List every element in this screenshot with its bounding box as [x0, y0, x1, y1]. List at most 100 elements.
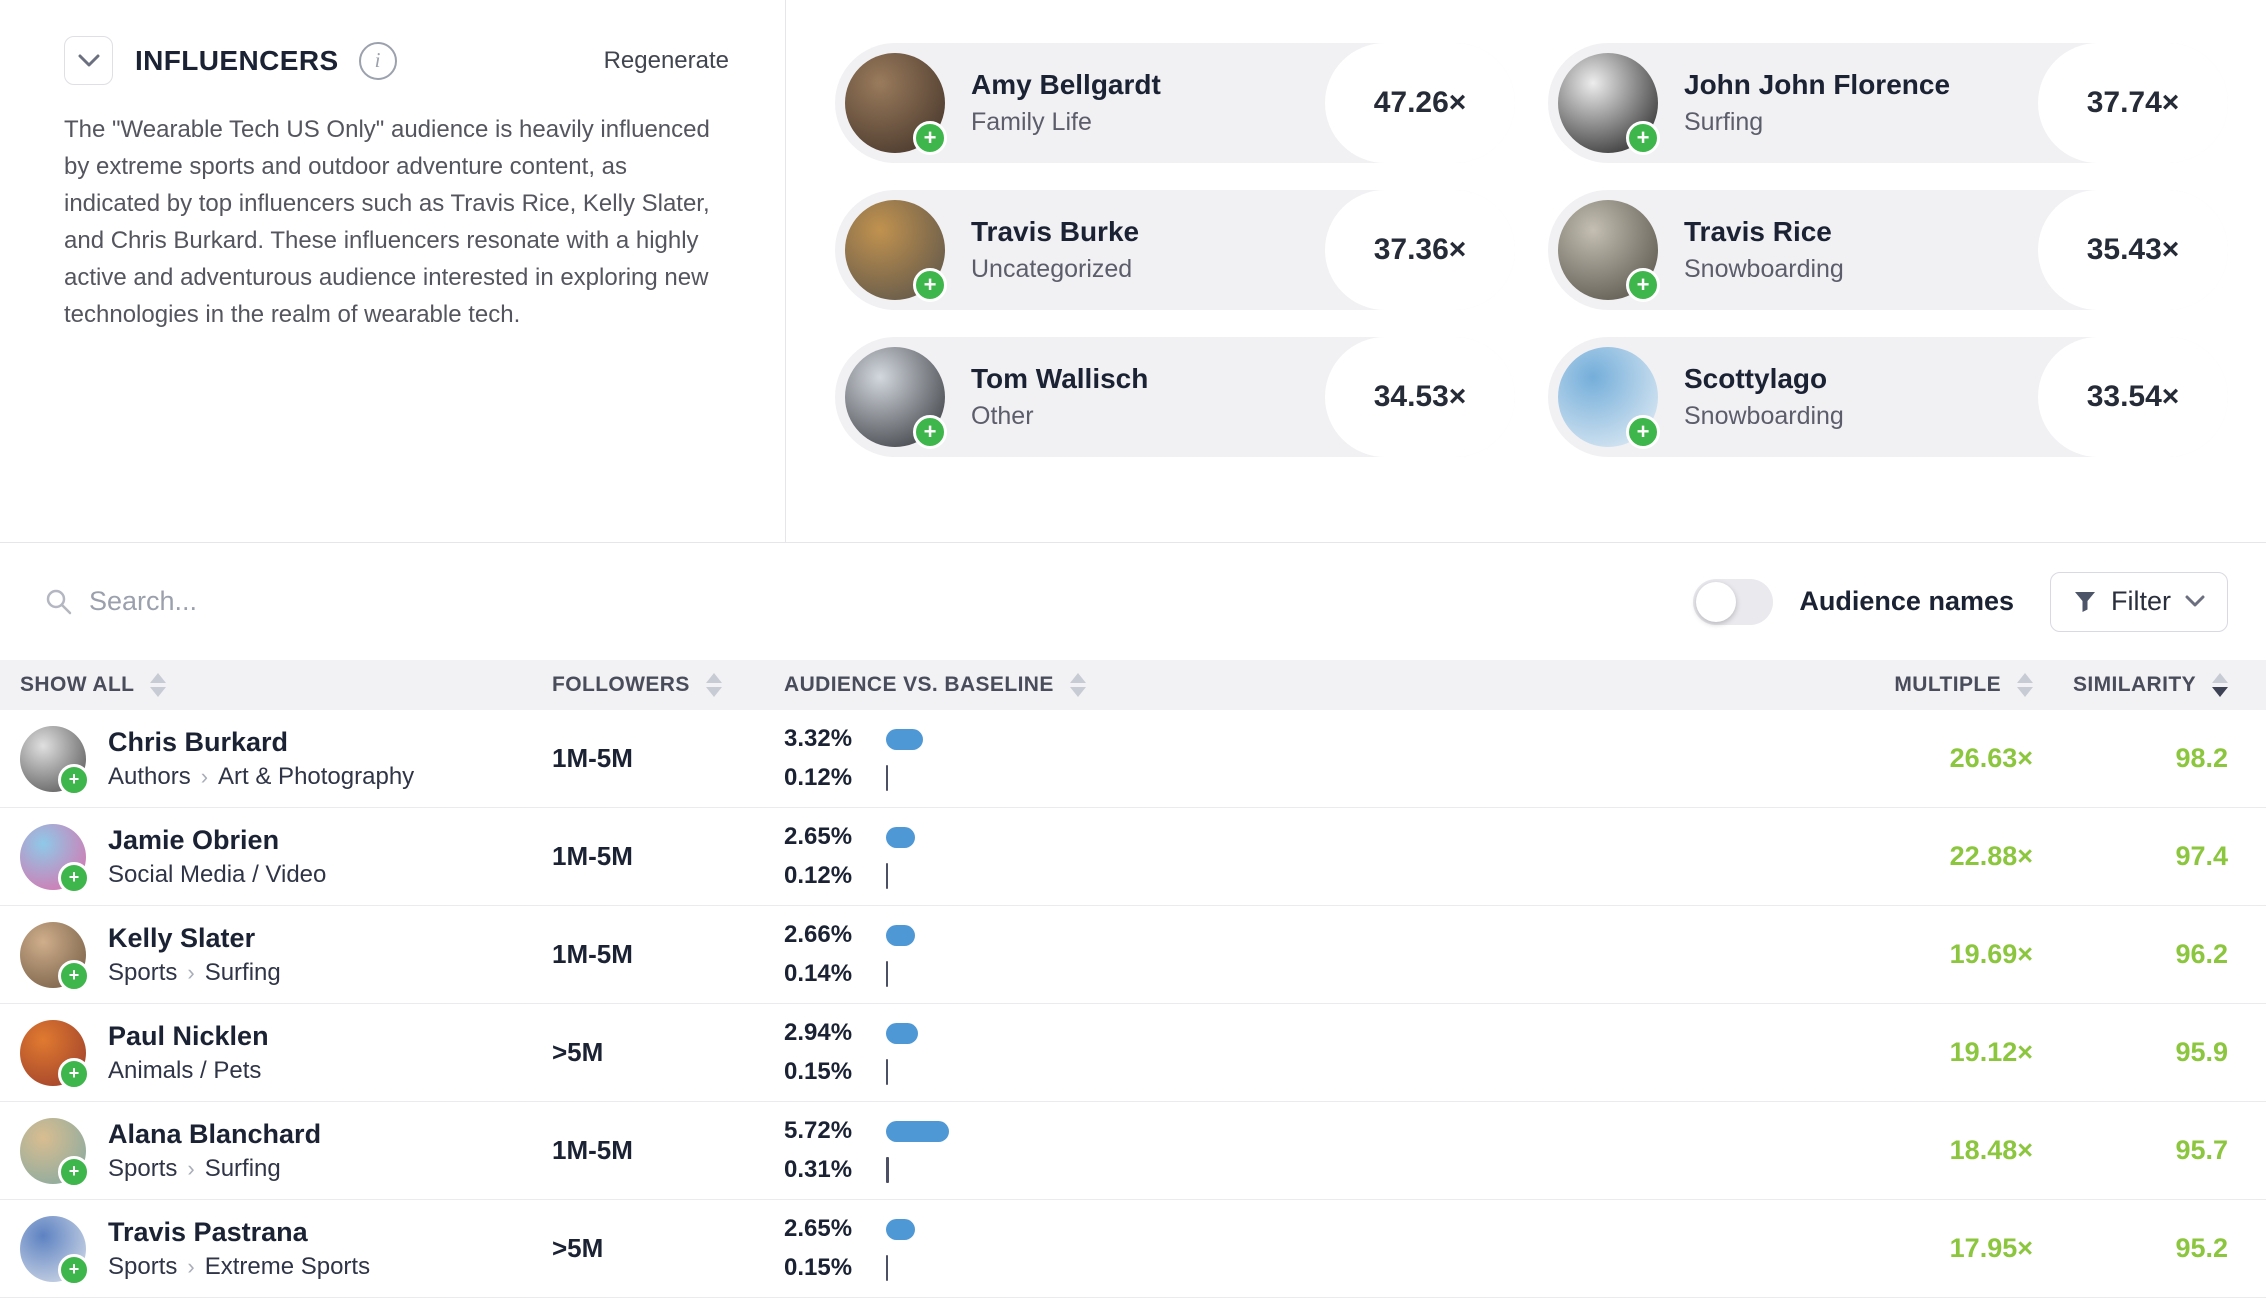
- followers-cell: 1M-5M: [552, 939, 633, 969]
- sort-arrows-icon: [150, 673, 167, 697]
- followers-cell: >5M: [552, 1233, 604, 1263]
- audience-percent: 5.72%: [784, 1117, 853, 1144]
- followers-cell: 1M-5M: [552, 743, 633, 773]
- info-icon[interactable]: i: [358, 41, 397, 80]
- table-row[interactable]: + Chris Burkard Authors › Art & Photograph…: [0, 710, 2266, 808]
- influencer-name: Kelly Slater: [108, 922, 256, 953]
- add-influencer-icon[interactable]: +: [913, 121, 947, 155]
- sort-followers[interactable]: FOLLOWERS: [552, 673, 784, 697]
- add-influencer-icon[interactable]: +: [58, 1253, 90, 1286]
- avatar: +: [20, 823, 90, 894]
- audience-vs-baseline-cell: 2.66% 0.14%: [784, 920, 1300, 989]
- influencer-name: Alana Blanchard: [108, 1118, 322, 1149]
- avatar: +: [20, 1215, 90, 1286]
- avatar: +: [20, 1019, 90, 1090]
- top-influencer-card[interactable]: + John John Florence Surfing 37.74×: [1548, 43, 2228, 163]
- panel-header: INFLUENCERS i Regenerate: [64, 36, 729, 85]
- add-influencer-icon[interactable]: +: [1626, 268, 1660, 302]
- top-influencer-card[interactable]: + Amy Bellgardt Family Life 47.26×: [835, 43, 1515, 163]
- baseline-bar: [886, 863, 888, 889]
- add-influencer-icon[interactable]: +: [58, 1155, 90, 1188]
- search-input[interactable]: [87, 585, 591, 618]
- baseline-line: 0.31%: [784, 1155, 1300, 1185]
- audience-line: 3.32%: [784, 724, 1300, 754]
- top-influencer-card[interactable]: + Travis Burke Uncategorized 37.36×: [835, 190, 1515, 310]
- card-text: Travis Rice Snowboarding: [1684, 216, 2038, 284]
- table-row[interactable]: + Jamie Obrien Social Media / Video 1M-5…: [0, 808, 2266, 906]
- add-influencer-icon[interactable]: +: [1626, 121, 1660, 155]
- add-influencer-icon[interactable]: +: [58, 861, 90, 894]
- multiple-cell: 18.48×: [1949, 1135, 2033, 1165]
- add-influencer-icon[interactable]: +: [58, 763, 90, 796]
- profile-text: Chris Burkard Authors › Art & Photography: [108, 727, 414, 791]
- influencer-category: Uncategorized: [971, 255, 1133, 283]
- top-influencer-card[interactable]: + Tom Wallisch Other 34.53×: [835, 337, 1515, 457]
- audience-names-toggle[interactable]: [1693, 578, 1774, 625]
- influencer-table: + Chris Burkard Authors › Art & Photograph…: [0, 710, 2266, 1298]
- multiple-badge: 37.74×: [2038, 43, 2228, 163]
- collapse-section-button[interactable]: [64, 36, 113, 85]
- influencer-category: Surfing: [1684, 108, 1764, 136]
- top-influencer-card[interactable]: + Scottylago Snowboarding 33.54×: [1548, 337, 2228, 457]
- avatar: +: [20, 725, 90, 796]
- table-toolbar: Audience names Filter: [0, 543, 2266, 660]
- sort-arrows-icon: [2212, 673, 2228, 697]
- column-label: AUDIENCE VS. BASELINE: [784, 673, 1054, 696]
- profile-cell: + Jamie Obrien Social Media / Video: [0, 823, 552, 894]
- filter-button[interactable]: Filter: [2050, 571, 2228, 632]
- table-row[interactable]: + Alana Blanchard Sports › Surfing 1M-5M 5…: [0, 1102, 2266, 1200]
- influencer-name: Paul Nicklen: [108, 1020, 269, 1051]
- table-row[interactable]: + Travis Pastrana Sports › Extreme Sports …: [0, 1200, 2266, 1298]
- baseline-percent: 0.14%: [784, 960, 853, 987]
- category-segment: Art & Photography: [218, 762, 415, 790]
- audience-names-label: Audience names: [1799, 586, 2014, 616]
- influencer-category: Other: [971, 402, 1034, 430]
- audience-vs-baseline-cell: 2.65% 0.12%: [784, 822, 1300, 891]
- card-text: Amy Bellgardt Family Life: [971, 69, 1325, 137]
- sort-multiple[interactable]: MULTIPLE: [1300, 673, 2033, 697]
- baseline-line: 0.15%: [784, 1253, 1300, 1283]
- audience-percent: 2.65%: [784, 1215, 853, 1242]
- search-box: [45, 585, 1693, 618]
- filter-label: Filter: [2111, 586, 2171, 616]
- add-influencer-icon[interactable]: +: [58, 959, 90, 992]
- breadcrumb-chevron-icon: ›: [200, 763, 209, 789]
- influencer-category: Family Life: [971, 108, 1092, 136]
- table-row[interactable]: + Paul Nicklen Animals / Pets >5M 2.94% …: [0, 1004, 2266, 1102]
- profile-cell: + Chris Burkard Authors › Art & Photograph…: [0, 725, 552, 796]
- card-text: John John Florence Surfing: [1684, 69, 2038, 137]
- multiple-badge: 34.53×: [1325, 337, 1515, 457]
- add-influencer-icon[interactable]: +: [913, 415, 947, 449]
- top-influencers-grid: + Amy Bellgardt Family Life 47.26× + Joh…: [786, 0, 2266, 542]
- breadcrumb-chevron-icon: ›: [187, 1155, 195, 1181]
- category-segment: Extreme Sports: [204, 1252, 371, 1280]
- influencers-summary-panel: INFLUENCERS i Regenerate The "Wearable T…: [0, 0, 786, 542]
- add-influencer-icon[interactable]: +: [913, 268, 947, 302]
- category-breadcrumb: Sports › Extreme Sports: [108, 1253, 370, 1281]
- followers-cell: 1M-5M: [552, 841, 633, 871]
- top-influencer-card[interactable]: + Travis Rice Snowboarding 35.43×: [1548, 190, 2228, 310]
- audience-line: 2.66%: [784, 920, 1300, 950]
- sort-audience-vs-baseline[interactable]: AUDIENCE VS. BASELINE: [784, 673, 1300, 697]
- baseline-bar: [886, 765, 888, 791]
- audience-percent: 2.66%: [784, 921, 853, 948]
- avatar: +: [1558, 347, 1660, 449]
- sort-arrows-icon: [705, 673, 722, 697]
- similarity-cell: 95.2: [2175, 1233, 2228, 1263]
- baseline-line: 0.12%: [784, 763, 1300, 793]
- regenerate-button[interactable]: Regenerate: [603, 46, 729, 74]
- category-segment: Authors: [108, 762, 191, 790]
- add-influencer-icon[interactable]: +: [1626, 415, 1660, 449]
- audience-vs-baseline-cell: 2.65% 0.15%: [784, 1214, 1300, 1283]
- add-influencer-icon[interactable]: +: [58, 1057, 90, 1090]
- category-segment: Social Media / Video: [108, 860, 327, 888]
- similarity-cell: 97.4: [2175, 841, 2228, 871]
- table-row[interactable]: + Kelly Slater Sports › Surfing 1M-5M 2.66…: [0, 906, 2266, 1004]
- category-breadcrumb: Sports › Surfing: [108, 1155, 321, 1183]
- audience-line: 5.72%: [784, 1116, 1300, 1146]
- sort-show-all[interactable]: SHOW ALL: [0, 673, 552, 697]
- sort-similarity[interactable]: SIMILARITY: [2033, 673, 2266, 697]
- table-header: SHOW ALL FOLLOWERS AUDIENCE VS. BASELINE…: [0, 660, 2266, 710]
- avatar: +: [845, 53, 947, 155]
- audience-vs-baseline-cell: 3.32% 0.12%: [784, 724, 1300, 793]
